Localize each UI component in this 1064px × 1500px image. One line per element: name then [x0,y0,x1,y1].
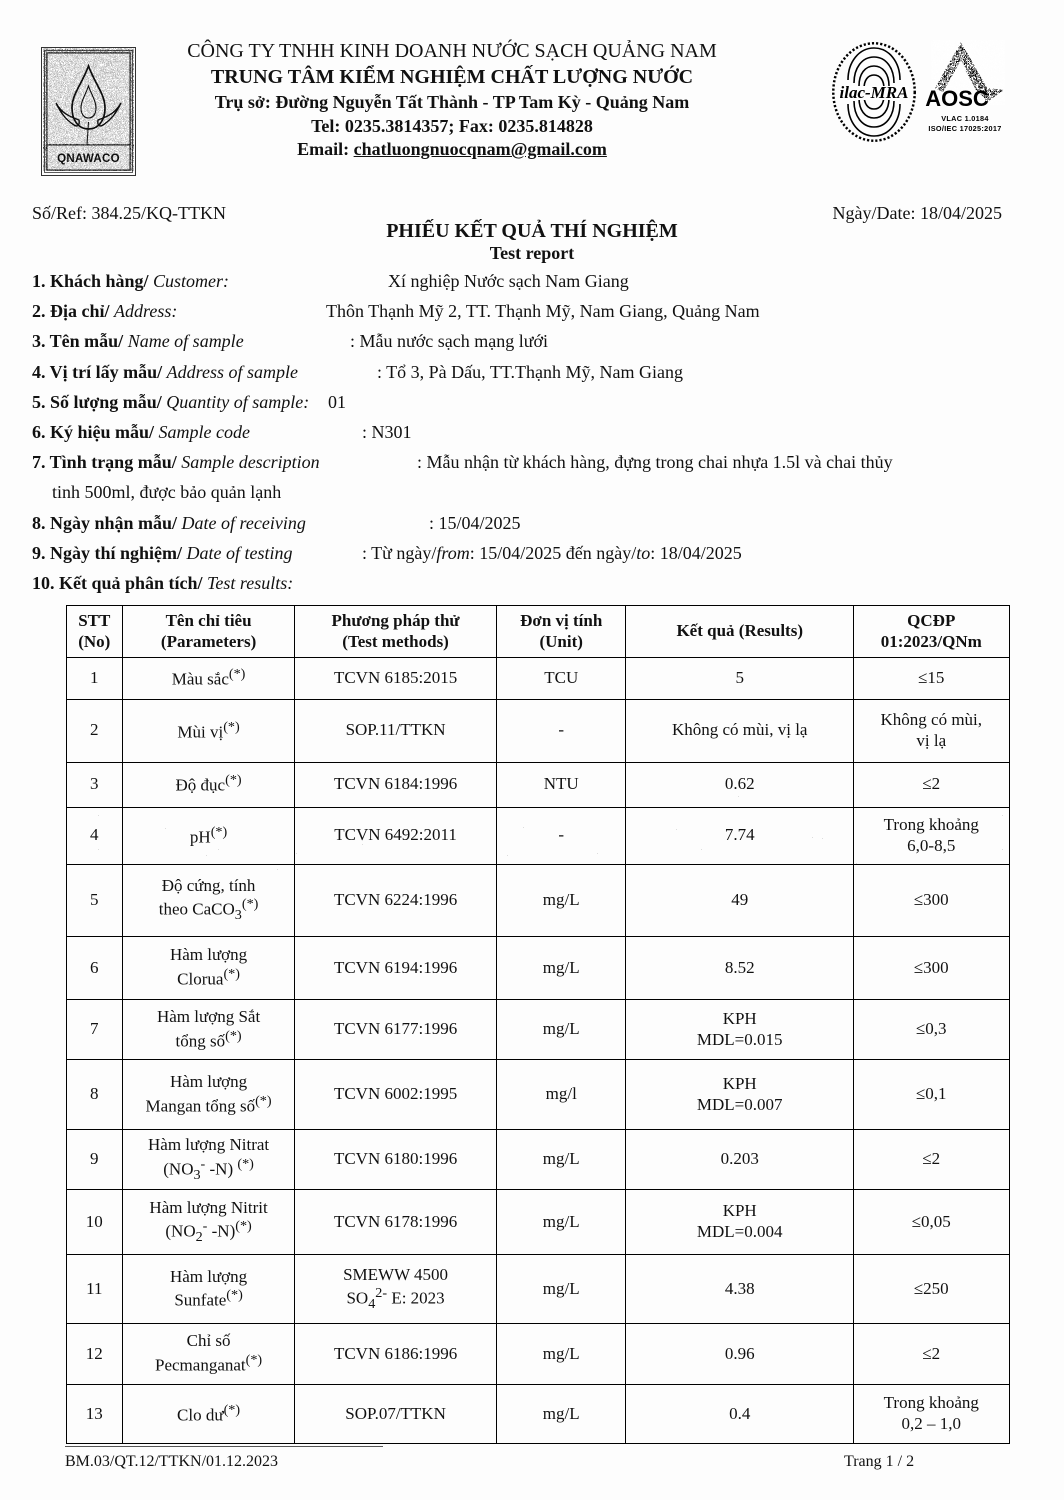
svg-text:ISO/IEC 17025:2017: ISO/IEC 17025:2017 [928,124,1001,133]
svg-text:AOSC: AOSC [925,86,989,111]
svg-text:ilac-MRA: ilac-MRA [840,83,909,102]
svg-text:VLAC 1.0184: VLAC 1.0184 [941,114,989,123]
svg-text:QNAWACO: QNAWACO [57,153,120,165]
